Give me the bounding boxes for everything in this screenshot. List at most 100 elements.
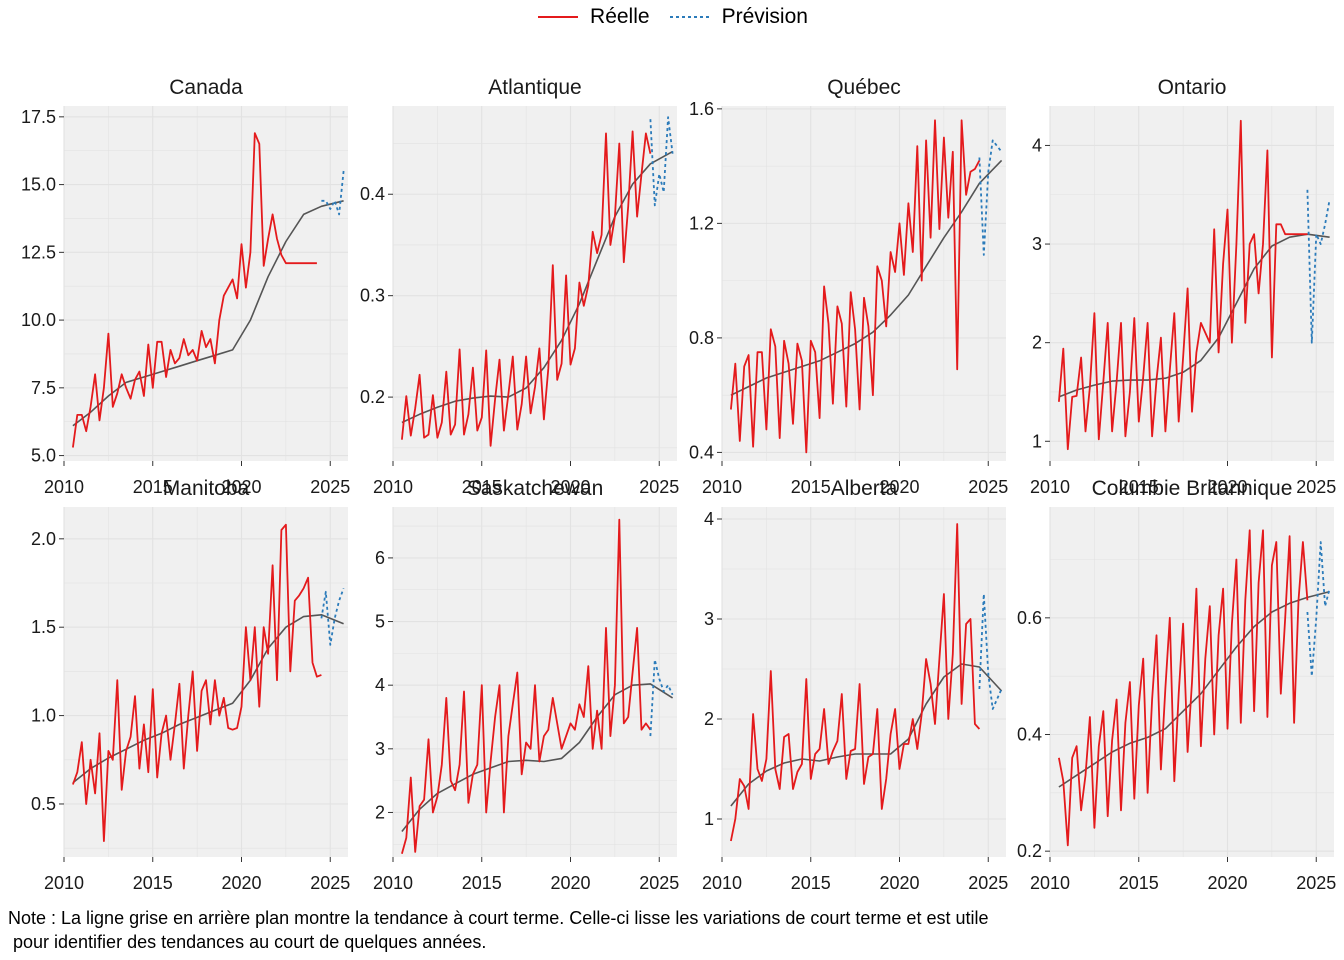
panel-saskatchewan: 2 3 4 5 6 2010 2015 2020 2025 Saskatchewan [373, 477, 679, 893]
legend-key-forecast [669, 16, 710, 18]
y-tick-label: 2 [375, 802, 385, 822]
series-forecast-line [320, 587, 345, 646]
series-actual-line [1058, 119, 1308, 451]
panel-background [393, 106, 677, 461]
y-tick-label: 1.2 [689, 213, 714, 233]
y-tick-label: 1.6 [689, 99, 714, 119]
y-tick-label: 4 [1032, 135, 1042, 155]
x-tick-label: 2020 [1207, 477, 1247, 497]
x-tick-label: 2010 [702, 873, 742, 893]
y-tick-label: 17.5 [21, 107, 56, 127]
x-tick-label: 2010 [373, 477, 413, 497]
series-actual-line [730, 119, 981, 454]
chart-note: Note : La ligne grise en arrière plan mo… [8, 908, 989, 952]
series-forecast-line [978, 593, 1003, 710]
panel-qu-bec: 0.4 0.8 1.2 1.6 2010 2015 2020 2025 Québec [689, 76, 1008, 497]
x-tick-label: 2020 [1207, 873, 1247, 893]
x-tick-label: 2010 [1030, 873, 1070, 893]
y-tick-label: 5.0 [31, 446, 56, 466]
y-tick-label: 0.5 [31, 794, 56, 814]
y-tick-label: 15.0 [21, 175, 56, 195]
y-tick-label: 0.4 [689, 442, 714, 462]
y-tick-label: 1 [1032, 431, 1042, 451]
series-forecast-line [649, 116, 674, 207]
y-tick-label: 0.3 [360, 286, 385, 306]
y-tick-label: 2 [704, 709, 714, 729]
series-actual-line [401, 130, 652, 447]
y-tick-label: 7.5 [31, 378, 56, 398]
y-tick-label: 3 [1032, 234, 1042, 254]
panel-columbie-britannique: 0.2 0.4 0.6 2010 2015 2020 2025 Columbie Britan… [1017, 477, 1336, 893]
x-tick-label: 2020 [879, 873, 919, 893]
x-tick-label: 2015 [462, 873, 502, 893]
series-forecast-line [1306, 189, 1331, 344]
x-tick-label: 2010 [702, 477, 742, 497]
x-tick-label: 2020 [550, 477, 590, 497]
panel-alberta: 1 2 3 4 2010 2015 2020 2025 Alberta [702, 477, 1008, 893]
panel-atlantique: 0.2 0.3 0.4 2010 2015 2020 2025 Atlantique [360, 76, 679, 497]
x-tick-label: 2015 [133, 873, 173, 893]
y-tick-label: 5 [375, 612, 385, 632]
x-tick-label: 2015 [462, 477, 502, 497]
y-tick-label: 0.2 [1017, 841, 1042, 861]
y-tick-label: 2.0 [31, 529, 56, 549]
x-tick-label: 2020 [879, 477, 919, 497]
x-tick-label: 2025 [310, 477, 350, 497]
legend-item-actual: Réelle [536, 5, 650, 29]
x-tick-label: 2010 [1030, 477, 1070, 497]
y-tick-label: 10.0 [21, 310, 56, 330]
x-tick-label: 2025 [639, 873, 679, 893]
x-tick-label: 2010 [44, 873, 84, 893]
y-tick-label: 3 [704, 609, 714, 629]
panel-title: Manitoba [163, 477, 250, 500]
x-tick-label: 2010 [373, 873, 413, 893]
x-tick-label: 2025 [639, 477, 679, 497]
series-actual-line [730, 523, 981, 842]
y-tick-label: 2 [1032, 333, 1042, 353]
x-tick-label: 2020 [221, 477, 261, 497]
x-tick-label: 2015 [791, 873, 831, 893]
x-tick-label: 2020 [550, 873, 590, 893]
panel-manitoba: 0.5 1.0 1.5 2.0 2010 2015 2020 2025 Manitoba [31, 477, 350, 893]
y-tick-label: 3 [375, 739, 385, 759]
panel-canada: 5.0 7.5 10.0 12.5 15.0 17.5 2010 2015 2020 2025 Ca… [21, 76, 350, 497]
panel-ontario: 1 2 3 4 2010 2015 2020 2025 Ontario [1030, 76, 1336, 497]
series-trend-line [401, 150, 673, 424]
panel-title: Québec [827, 76, 901, 99]
series-actual-line [401, 518, 652, 855]
series-actual-line [72, 523, 322, 842]
series-trend-line [730, 159, 1003, 396]
x-tick-label: 2015 [133, 477, 173, 497]
panel-title: Alberta [831, 477, 898, 500]
x-tick-label: 2010 [44, 477, 84, 497]
series-actual-line [72, 132, 317, 448]
y-tick-label: 1 [704, 809, 714, 829]
y-tick-label: 0.6 [1017, 608, 1042, 628]
series-trend-line [72, 613, 344, 784]
y-tick-label: 0.8 [689, 328, 714, 348]
legend-key-actual [538, 16, 579, 18]
y-tick-label: 0.4 [1017, 725, 1042, 745]
panel-title: Ontario [1158, 76, 1227, 99]
series-forecast-line [1306, 541, 1331, 678]
x-tick-label: 2020 [221, 873, 261, 893]
series-forecast-line [321, 170, 345, 216]
panel-title: Canada [169, 76, 243, 99]
panel-title: Columbie Britannique [1092, 477, 1293, 500]
y-tick-label: 4 [704, 509, 714, 529]
y-tick-label: 0.4 [360, 184, 385, 204]
y-tick-label: 1.5 [31, 617, 56, 637]
x-tick-label: 2015 [791, 477, 831, 497]
legend: Réelle Prévision [0, 2, 1344, 32]
legend-label-actual: Réelle [590, 5, 650, 28]
y-tick-label: 0.2 [360, 387, 385, 407]
y-tick-label: 12.5 [21, 242, 56, 262]
series-trend-line [72, 200, 344, 427]
faceted-line-chart: 5.0 7.5 10.0 12.5 15.0 17.5 2010 2015 2020 2025 Ca… [21, 76, 1336, 893]
x-tick-label: 2025 [1296, 873, 1336, 893]
x-tick-label: 2015 [1119, 477, 1159, 497]
x-tick-label: 2025 [968, 477, 1008, 497]
panel-background [393, 507, 677, 857]
panel-title: Saskatchewan [467, 477, 604, 500]
y-tick-label: 4 [375, 675, 385, 695]
